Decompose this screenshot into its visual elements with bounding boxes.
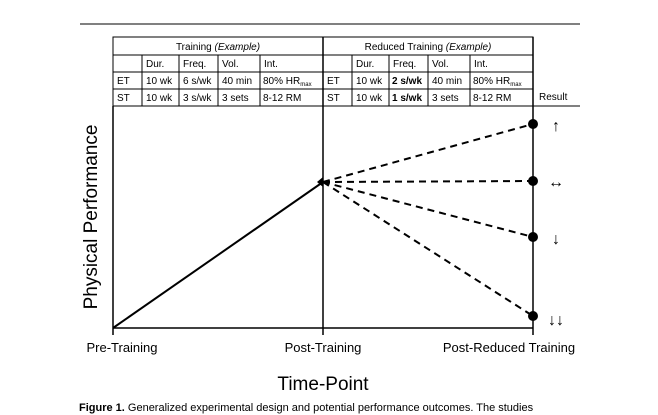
col-header-dur: Dur. xyxy=(146,59,164,70)
st-reduced-int: 8-12 RM xyxy=(473,93,511,104)
row-label-st: ST xyxy=(117,93,130,104)
reduced-group-title: Reduced Training (Example) xyxy=(365,42,492,53)
caption-text: Generalized experimental design and pote… xyxy=(124,402,534,414)
et-reduced-int: 80% HRmax xyxy=(473,76,522,88)
col-header-vol: Vol. xyxy=(432,59,449,70)
col-header-vol: Vol. xyxy=(222,59,239,70)
et-reduced-vol: 40 min xyxy=(432,76,462,87)
row-label-st: ST xyxy=(327,93,340,104)
col-header-int: Int. xyxy=(474,59,488,70)
up-arrow-icon: ↑ xyxy=(552,118,560,135)
st-reduced-freq: 1 s/wk xyxy=(392,93,422,104)
et-training-dur: 10 wk xyxy=(146,76,173,87)
x-axis-label: Time-Point xyxy=(277,374,369,395)
et-reduced-freq: 2 s/wk xyxy=(392,76,422,87)
outcome-line-large-decrease xyxy=(322,181,534,317)
outcome-point-large-decrease xyxy=(528,311,538,321)
et-reduced-dur: 10 wk xyxy=(356,76,383,87)
x-tick-post-training: Post-Training xyxy=(285,340,362,355)
et-training-int: 80% HRmax xyxy=(263,76,312,88)
row-label-et: ET xyxy=(327,76,340,87)
st-reduced-vol: 3 sets xyxy=(432,93,459,104)
outcome-line-maintain xyxy=(322,180,534,183)
training-group-title: Training (Example) xyxy=(176,42,260,53)
st-training-dur: 10 wk xyxy=(146,93,173,104)
caption-label: Figure 1. xyxy=(79,402,125,414)
outcome-point-maintain xyxy=(528,176,538,186)
col-header-dur: Dur. xyxy=(356,59,374,70)
outcome-point-increase xyxy=(528,119,538,129)
x-tick-pre-training: Pre-Training xyxy=(86,340,157,355)
y-axis-label: Physical Performance xyxy=(81,125,102,310)
post-training-marker xyxy=(317,177,323,187)
outcome-line-decrease xyxy=(322,181,534,238)
et-training-freq: 6 s/wk xyxy=(183,76,212,87)
x-tick-post-reduced: Post-Reduced Training xyxy=(443,340,575,355)
st-reduced-dur: 10 wk xyxy=(356,93,383,104)
left-right-arrow-icon: ↔ xyxy=(548,174,564,191)
et-training-vol: 40 min xyxy=(222,76,252,87)
st-training-freq: 3 s/wk xyxy=(183,93,212,104)
st-training-vol: 3 sets xyxy=(222,93,249,104)
outcome-point-decrease xyxy=(528,232,538,242)
double-down-arrow-icon: ↓↓ xyxy=(548,312,564,329)
col-header-int: Int. xyxy=(264,59,278,70)
row-label-et: ET xyxy=(117,76,130,87)
result-header: Result xyxy=(539,92,568,103)
st-training-int: 8-12 RM xyxy=(263,93,301,104)
col-header-freq: Freq. xyxy=(393,59,416,70)
outcome-line-increase xyxy=(322,123,534,183)
figure-caption: Figure 1. Generalized experimental desig… xyxy=(79,401,658,415)
training-trajectory xyxy=(112,181,324,329)
col-header-freq: Freq. xyxy=(183,59,206,70)
down-arrow-icon: ↓ xyxy=(552,231,560,248)
